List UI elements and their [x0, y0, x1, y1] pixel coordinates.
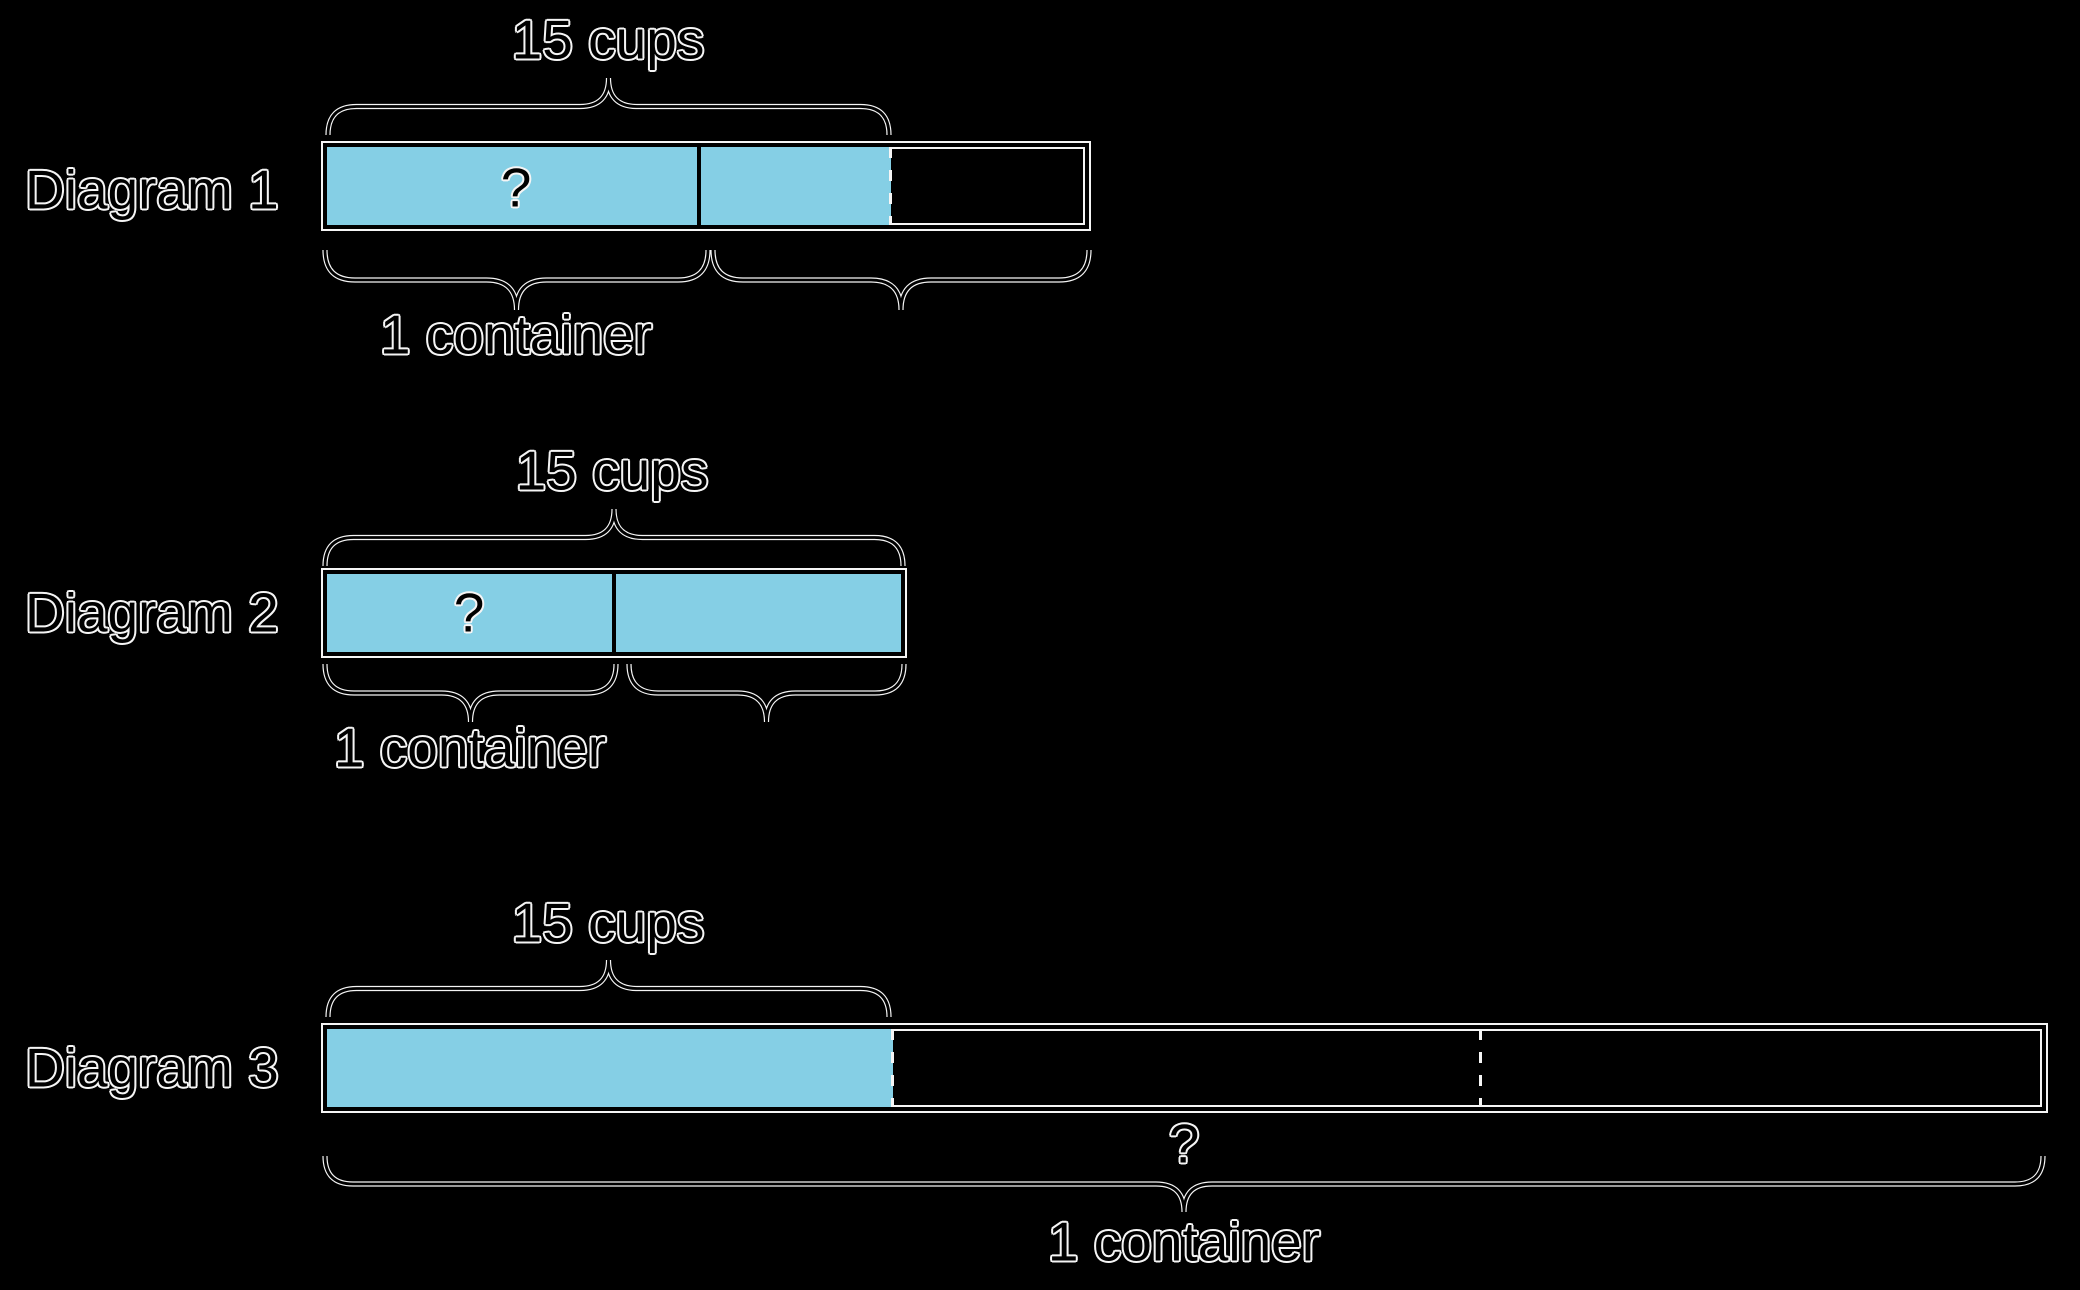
unit-label: 1 container [1047, 1210, 1321, 1273]
tape-segment-blue [327, 574, 616, 652]
brace-15-cups [325, 77, 892, 136]
tape-bar [321, 568, 907, 658]
dashed-boundary [1479, 1029, 1482, 1107]
tape-segment-blue [701, 147, 891, 225]
unit-label: 1 container [333, 716, 607, 779]
brace-15-cups [322, 508, 906, 567]
dashed-boundary [891, 1029, 894, 1107]
brace-15-cups [325, 959, 892, 1018]
amount-label: 15 cups [511, 8, 705, 71]
unit-label: 1 container [379, 303, 653, 366]
amount-label: 15 cups [511, 891, 705, 954]
tape-segment-blue [616, 574, 901, 652]
brace-second-container [626, 663, 907, 723]
brace-whole-container [322, 1155, 2046, 1213]
brace-second-container [710, 249, 1092, 311]
question-mark: ? [453, 581, 485, 644]
diagram-3-label: Diagram 3 [25, 1036, 279, 1099]
brace-container [322, 249, 711, 311]
tape-bar [321, 1023, 2048, 1113]
question-mark: ? [500, 156, 532, 219]
diagram-2-label: Diagram 2 [25, 581, 279, 644]
brace-container [322, 663, 619, 723]
amount-label: 15 cups [515, 439, 709, 502]
diagram-1-label: Diagram 1 [25, 158, 279, 221]
dashed-boundary [889, 147, 892, 225]
tape-segment-blue [327, 1029, 893, 1107]
tape-segment-blue [327, 147, 701, 225]
question-mark: ? [1168, 1112, 1200, 1175]
tape-bar [321, 141, 1091, 231]
